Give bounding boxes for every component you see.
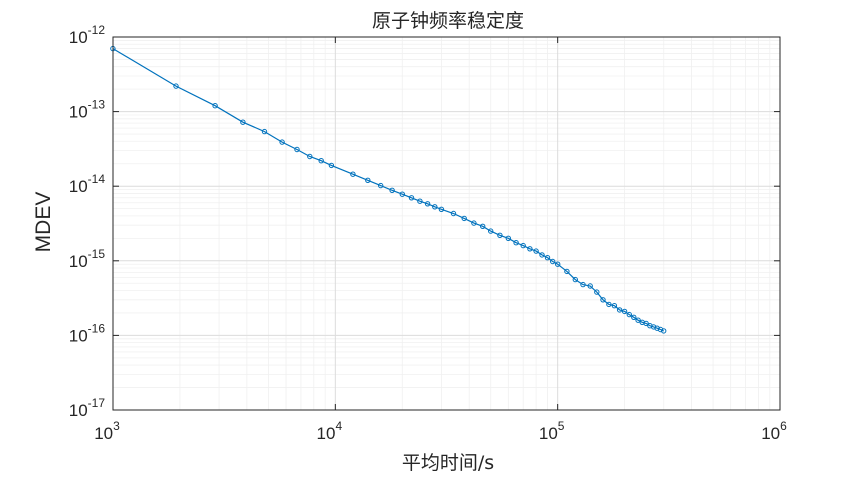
- data-point: [279, 139, 285, 145]
- data-point: [488, 228, 494, 234]
- y-tick-exponent: -16: [88, 321, 106, 335]
- data-point: [417, 198, 423, 204]
- data-point: [544, 255, 551, 261]
- y-tick-exponent: -17: [88, 396, 106, 410]
- x-tick-label: 105: [539, 419, 565, 443]
- data-point: [450, 210, 457, 217]
- y-tick-label: 10-15: [69, 247, 106, 271]
- data-point: [173, 83, 179, 89]
- data-point: [539, 252, 545, 258]
- y-tick-label: 10-12: [69, 23, 106, 47]
- data-point: [621, 308, 628, 315]
- data-point: [600, 297, 606, 303]
- data-point: [471, 220, 477, 226]
- data-point: [555, 261, 561, 267]
- y-tick-exponent: -13: [88, 98, 106, 112]
- x-tick-exponent: 5: [558, 419, 565, 433]
- data-point: [661, 328, 667, 334]
- x-tick-label: 106: [761, 419, 787, 443]
- grid-lines: [112, 36, 781, 411]
- data-point: [461, 215, 467, 222]
- x-tick-base: 10: [317, 424, 336, 443]
- data-point: [480, 223, 486, 230]
- data-point: [399, 191, 405, 197]
- data-point: [378, 182, 384, 189]
- y-tick-exponent: -15: [88, 247, 106, 261]
- y-tick-label: 10-17: [69, 396, 106, 420]
- data-point: [616, 307, 623, 313]
- x-tick-exponent: 3: [113, 419, 120, 433]
- y-tick-label: 10-16: [69, 321, 106, 345]
- data-point: [424, 201, 431, 207]
- data-point: [580, 281, 586, 288]
- series-group: [110, 45, 667, 334]
- x-axis-label: 平均时间/s: [402, 452, 494, 474]
- data-point: [505, 235, 511, 242]
- data-point: [365, 177, 371, 184]
- data-point: [212, 103, 218, 109]
- x-tick-label: 104: [317, 419, 343, 443]
- data-point: [527, 246, 533, 252]
- data-point: [626, 311, 632, 318]
- data-point: [307, 153, 313, 160]
- data-point: [520, 242, 526, 249]
- data-point: [240, 119, 246, 125]
- y-tick-exponent: -12: [88, 23, 106, 37]
- y-tick-base: 10: [69, 326, 88, 345]
- y-tick-label: 10-14: [69, 172, 106, 196]
- data-point: [432, 204, 438, 210]
- x-tick-base: 10: [539, 424, 558, 443]
- data-point: [657, 326, 664, 333]
- y-tick-label: 10-13: [69, 98, 106, 122]
- data-point: [611, 303, 618, 309]
- data-point: [564, 268, 570, 275]
- data-point: [606, 301, 612, 308]
- data-point: [350, 171, 356, 177]
- data-point: [550, 258, 556, 265]
- y-tick-base: 10: [69, 28, 88, 47]
- data-point: [635, 317, 641, 323]
- tick-labels: 103 104 105 10610-1210-1310-1410-1510-1610-…: [69, 23, 787, 443]
- axes-box: [112, 36, 781, 411]
- y-axis-label: MDEV: [32, 192, 55, 253]
- data-point: [408, 195, 415, 201]
- y-tick-base: 10: [69, 177, 88, 196]
- data-point: [318, 158, 324, 164]
- data-point: [643, 320, 649, 327]
- data-point: [533, 248, 539, 254]
- data-point: [438, 206, 445, 213]
- y-tick-base: 10: [69, 401, 88, 420]
- data-point: [631, 314, 637, 320]
- plot-background: [113, 37, 780, 410]
- data-point: [654, 325, 660, 331]
- data-point: [572, 276, 578, 283]
- x-tick-label: 103: [94, 419, 120, 443]
- plot-area: [113, 37, 780, 410]
- series-line: [112, 48, 664, 332]
- data-point: [389, 187, 395, 194]
- data-point: [587, 283, 593, 289]
- data-point: [594, 289, 600, 295]
- data-point: [513, 240, 519, 246]
- y-tick-exponent: -14: [88, 172, 106, 186]
- data-point: [497, 232, 503, 239]
- y-tick-base: 10: [69, 252, 88, 271]
- axes-frame: [112, 36, 781, 411]
- x-tick-base: 10: [761, 424, 780, 443]
- y-tick-base: 10: [69, 103, 88, 122]
- data-point: [261, 128, 268, 135]
- data-point: [294, 146, 300, 153]
- data-point: [328, 162, 335, 169]
- x-tick-exponent: 4: [335, 419, 342, 433]
- x-tick-base: 10: [94, 424, 113, 443]
- x-tick-exponent: 6: [780, 419, 787, 433]
- chart-title: 原子钟频率稳定度: [372, 10, 524, 32]
